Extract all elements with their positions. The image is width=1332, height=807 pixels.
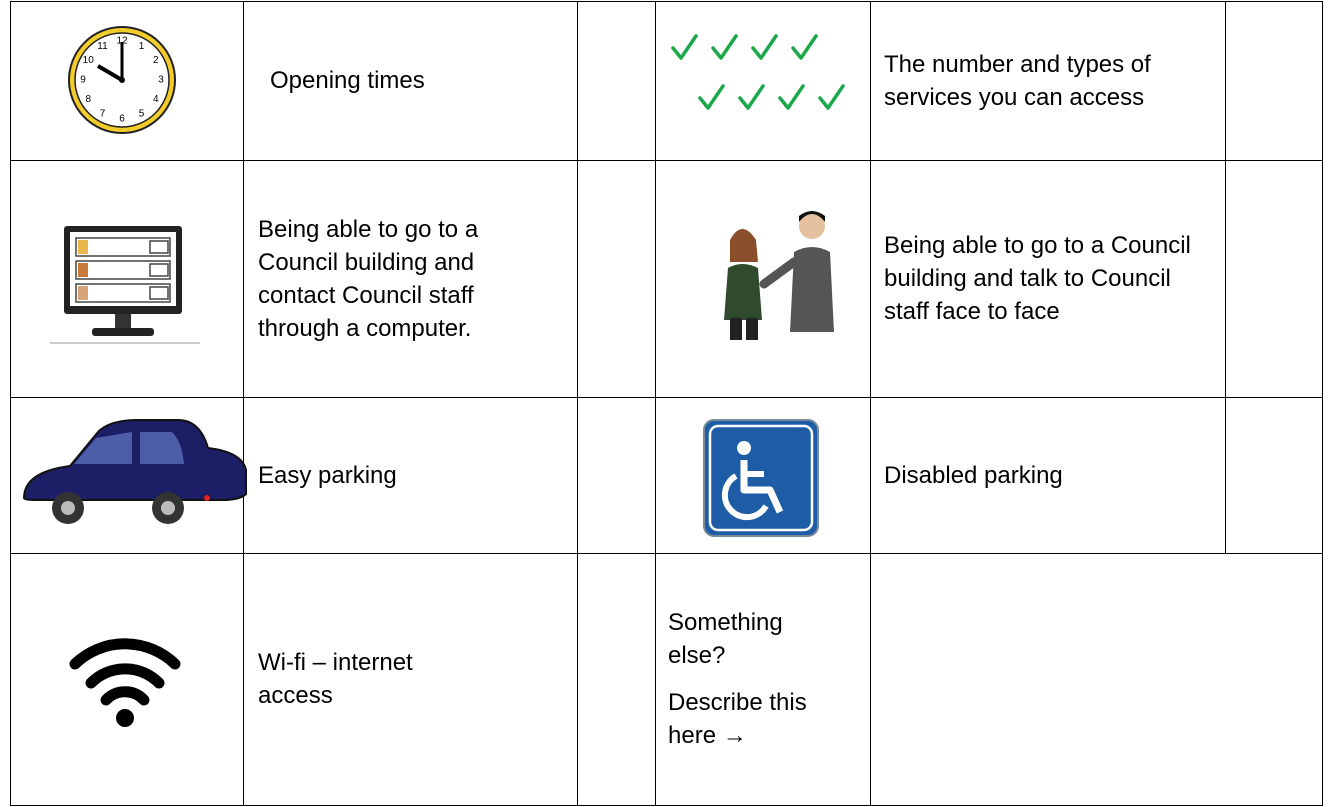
question: Something else?	[668, 609, 783, 669]
table-border	[870, 1, 871, 806]
disabled-sign-icon	[703, 419, 819, 537]
cell: Being able to go to a Council building a…	[258, 160, 558, 397]
table-border	[655, 1, 656, 806]
clock-numeral: 6	[119, 114, 125, 125]
label: Being able to go to a Council building a…	[884, 232, 1191, 325]
checks-icon	[671, 34, 845, 110]
label: Disabled parking	[884, 461, 1063, 489]
clock-numeral: 4	[153, 94, 159, 105]
cell: Wi-fi – internet access	[258, 553, 488, 805]
label: Wi-fi – internet access	[258, 649, 413, 709]
clock-numeral: 11	[97, 41, 108, 52]
table-border	[10, 160, 1323, 161]
cell: Something else? Describe this here →	[668, 553, 818, 805]
label: Easy parking	[258, 461, 397, 489]
clock-numeral: 5	[139, 108, 145, 119]
wifi-dot	[116, 709, 134, 727]
table-border	[1322, 1, 1323, 806]
label: The number and types of services you can…	[884, 50, 1151, 111]
cell: Disabled parking	[884, 397, 1204, 553]
table-border	[577, 1, 578, 806]
clock-numeral: 2	[153, 55, 159, 66]
clock-numeral: 12	[116, 36, 128, 47]
table-border	[10, 1, 11, 806]
table-border	[243, 1, 244, 806]
cell: The number and types of services you can…	[884, 1, 1204, 160]
other-text: Something else? Describe this here →	[668, 606, 818, 752]
prompt: Describe this here →	[668, 689, 807, 749]
table-border	[10, 553, 1323, 554]
clock-numeral: 7	[100, 108, 106, 119]
clock-numeral: 10	[83, 55, 95, 66]
clock-numeral: 9	[80, 75, 86, 86]
computer-icon	[50, 226, 200, 344]
clock-numeral: 3	[158, 75, 164, 86]
table-border	[10, 805, 1323, 806]
label: Being able to go to a Council building a…	[258, 215, 479, 342]
car-icon	[22, 419, 247, 524]
clock-numeral: 8	[85, 94, 91, 105]
table-border	[10, 1, 1323, 2]
wifi-icon	[69, 638, 181, 706]
clock-numeral: 1	[139, 41, 145, 52]
table-border	[1225, 1, 1226, 554]
label: Opening times	[270, 67, 425, 94]
table-border	[10, 397, 1323, 398]
people-icon	[724, 211, 834, 340]
cell: Being able to go to a Council building a…	[884, 160, 1204, 397]
cell: Opening times	[270, 1, 570, 160]
cell: Easy parking	[258, 397, 558, 553]
